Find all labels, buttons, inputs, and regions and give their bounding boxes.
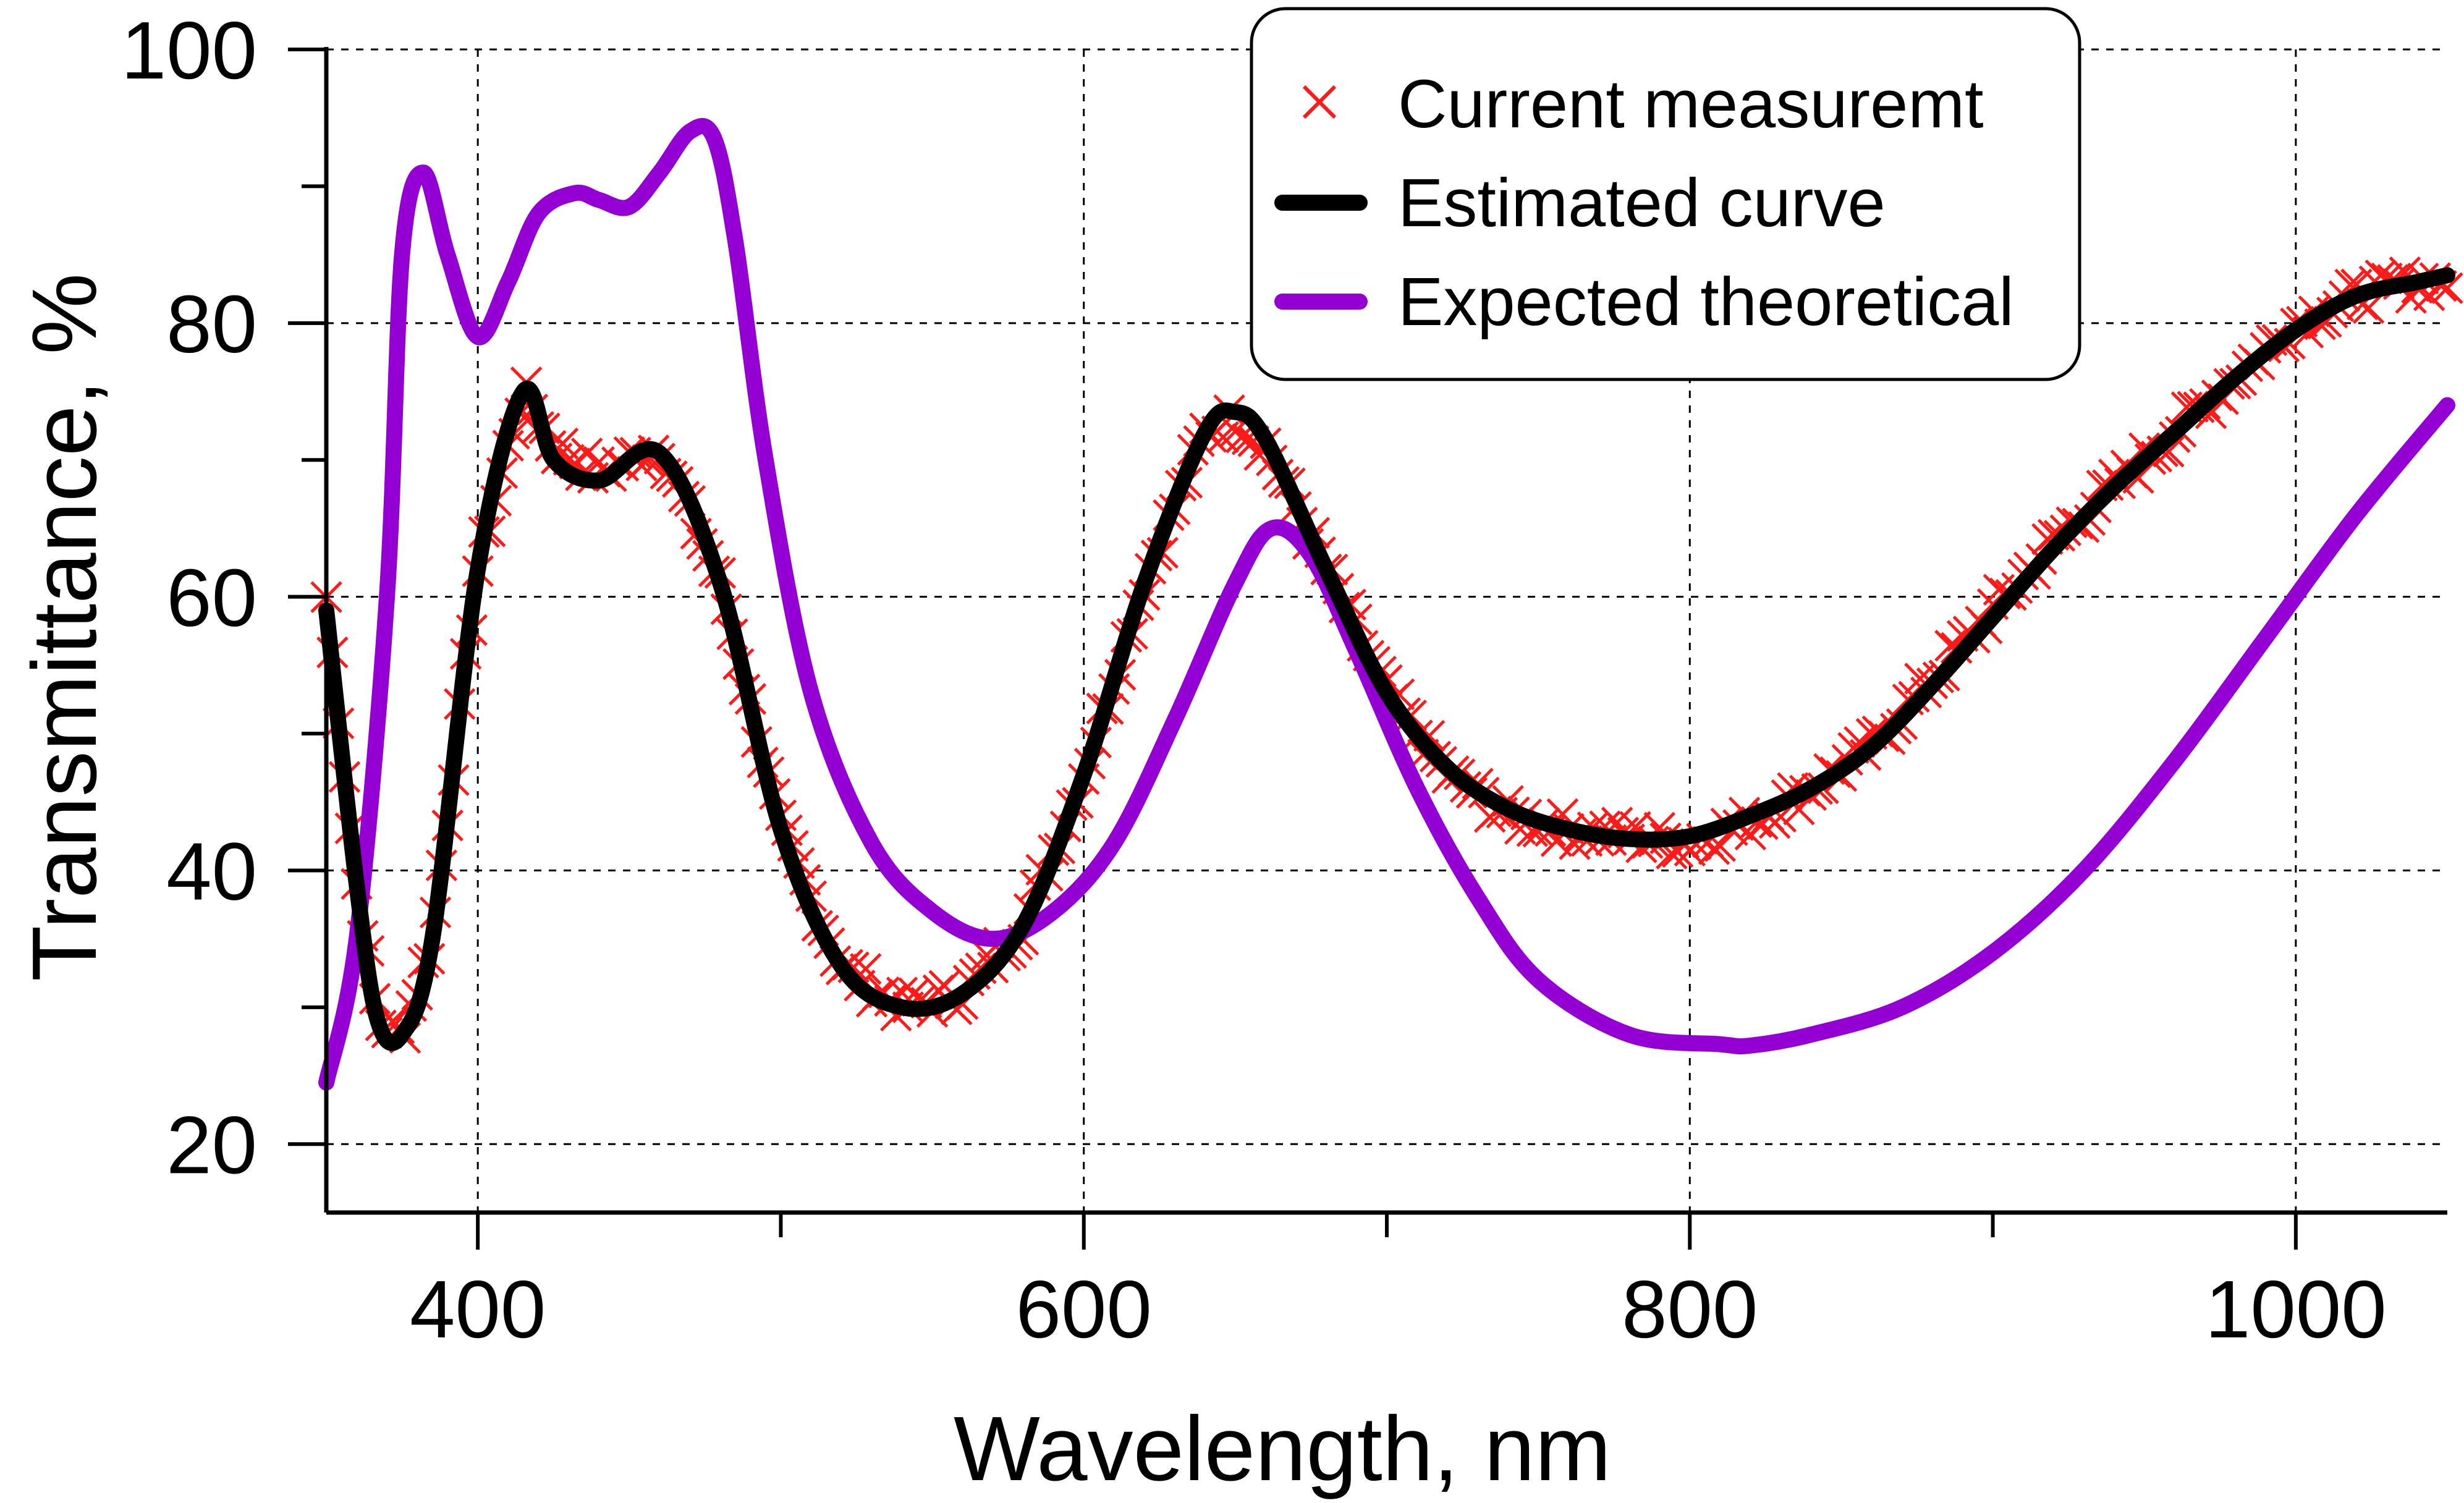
- x-axis-label: Wavelength, nm: [954, 1398, 1611, 1500]
- y-tick-label: 60: [166, 553, 257, 643]
- x-tick-label: 400: [410, 1264, 546, 1355]
- y-tick-label: 100: [121, 5, 257, 96]
- y-tick-label: 80: [166, 279, 257, 370]
- y-tick-label: 40: [166, 826, 257, 917]
- y-tick-label: 20: [166, 1099, 257, 1190]
- x-tick-label: 1000: [2205, 1264, 2387, 1355]
- legend-label-measurement: Current measuremt: [1398, 66, 1984, 142]
- legend-label-estimated: Estimated curve: [1398, 165, 1886, 241]
- x-tick-label: 600: [1016, 1264, 1152, 1355]
- y-axis-label: Transmittance, %: [14, 273, 116, 981]
- ticks: 400 600 800 1000 20 40 60 80 100: [121, 5, 2387, 1355]
- x-tick-label: 800: [1622, 1264, 1758, 1355]
- legend-marker-measurement: [1302, 85, 1337, 119]
- legend-box: [1250, 7, 2081, 381]
- legend: Current measuremt Estimated curve Expect…: [1250, 7, 2081, 381]
- legend-label-theoretical: Expected theoretical: [1398, 264, 2014, 340]
- series-estimated-curve: [318, 267, 2455, 1051]
- series-layer: [310, 117, 2463, 1091]
